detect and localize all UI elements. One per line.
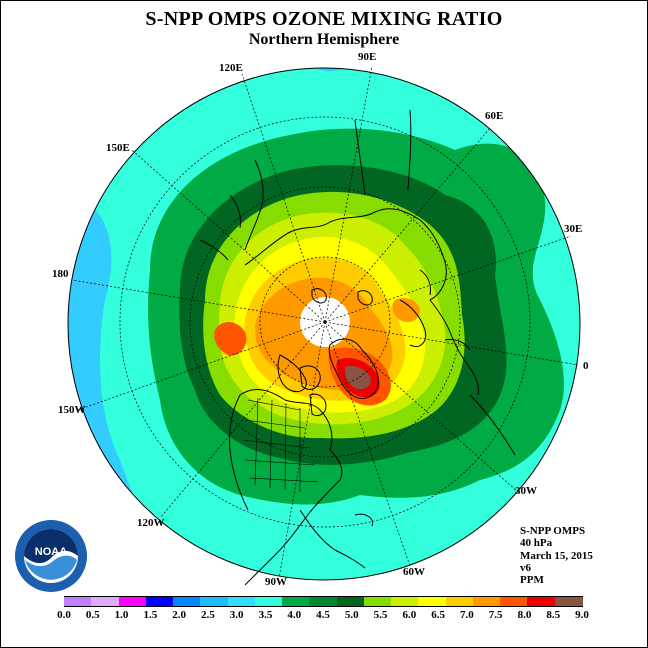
ozone-field xyxy=(68,68,580,580)
lon-label-150w: 150W xyxy=(58,404,86,416)
colorbar-swatch xyxy=(227,596,256,607)
colorbar-tick-label: 5.5 xyxy=(373,609,388,621)
noaa-logo: NOAA xyxy=(15,520,87,592)
colorbar-swatch xyxy=(527,596,556,607)
colorbar-tick-label: 7.0 xyxy=(460,609,474,621)
info-date: March 15, 2015 xyxy=(520,549,593,562)
lon-label-90e: 90E xyxy=(358,51,377,63)
graticule xyxy=(71,65,579,579)
colorbar-swatch xyxy=(445,596,474,607)
colorbar-tick-label: 4.0 xyxy=(287,609,302,621)
colorbar-swatch xyxy=(254,596,283,607)
colorbar-tick-label: 6.5 xyxy=(431,609,445,621)
colorbar-tick-label: 2.0 xyxy=(172,609,186,621)
colorbar-swatch xyxy=(64,596,92,607)
colorbar-tick-label: 3.5 xyxy=(258,609,273,621)
colorbar-tick-label: 4.5 xyxy=(316,609,330,621)
colorbar-swatch xyxy=(472,596,501,607)
info-pressure-level: 40 hPa xyxy=(520,537,553,550)
colorbar-swatch xyxy=(200,596,229,607)
colorbar-swatch xyxy=(418,596,447,607)
lon-label-0: 0 xyxy=(583,360,589,372)
map-boundary xyxy=(67,67,581,581)
colorbar-tick-label: 2.5 xyxy=(201,609,215,621)
colorbar-swatch xyxy=(118,596,147,607)
info-version: v6 xyxy=(520,561,531,574)
colorbar-swatch xyxy=(336,596,365,607)
colorbar-tick-label: 9.0 xyxy=(575,609,589,621)
colorbar-tick-label: 8.5 xyxy=(546,609,561,621)
colorbar-tick-label: 1.5 xyxy=(143,609,158,621)
colorbar-swatch xyxy=(500,596,529,607)
colorbar-swatch xyxy=(363,596,392,607)
info-satellite: S-NPP OMPS xyxy=(520,525,586,537)
info-units: PPM xyxy=(520,574,544,587)
lon-label-30e: 30E xyxy=(564,223,583,235)
colorbar-tick-label: 0.0 xyxy=(57,609,71,621)
colorbar-tick-label: 7.5 xyxy=(488,609,503,621)
colorbar-tick-label: 3.0 xyxy=(229,609,244,621)
colorbar-tick-label: 0.5 xyxy=(85,609,100,621)
colorbar-tick-label: 8.0 xyxy=(517,609,532,621)
chart-title: S-NPP OMPS OZONE MIXING RATIO xyxy=(145,8,503,30)
colorbar-swatch xyxy=(282,596,310,607)
colorbar-swatch xyxy=(173,596,201,607)
lon-label-30w: 30W xyxy=(515,485,537,497)
chart-subtitle: Northern Hemisphere xyxy=(248,31,400,48)
coastlines xyxy=(199,109,516,586)
lon-label-90w: 90W xyxy=(265,576,287,588)
contour-9.0 xyxy=(345,365,371,390)
us-states xyxy=(242,397,319,492)
colorbar-tick-label: 1.0 xyxy=(114,609,129,621)
lon-label-180: 180 xyxy=(52,268,69,280)
lon-label-60w: 60W xyxy=(403,566,425,578)
lon-label-120w: 120W xyxy=(137,517,165,529)
lon-label-150e: 150E xyxy=(106,142,130,154)
colorbar-swatch xyxy=(391,596,420,607)
colorbar-tick-label: 6.0 xyxy=(402,609,417,621)
lon-label-120e: 120E xyxy=(219,62,243,74)
colorbar-swatch xyxy=(145,596,174,607)
colorbar-swatch xyxy=(554,596,583,607)
lon-label-60e: 60E xyxy=(485,110,504,122)
noaa-logo-text: NOAA xyxy=(35,546,67,558)
colorbar-swatch xyxy=(309,596,338,607)
colorbar-swatch xyxy=(91,596,120,607)
info-block: S-NPP OMPS 40 hPa March 15, 2015 v6 PPM xyxy=(520,525,593,586)
colorbar-tick-label: 5.0 xyxy=(344,609,359,621)
